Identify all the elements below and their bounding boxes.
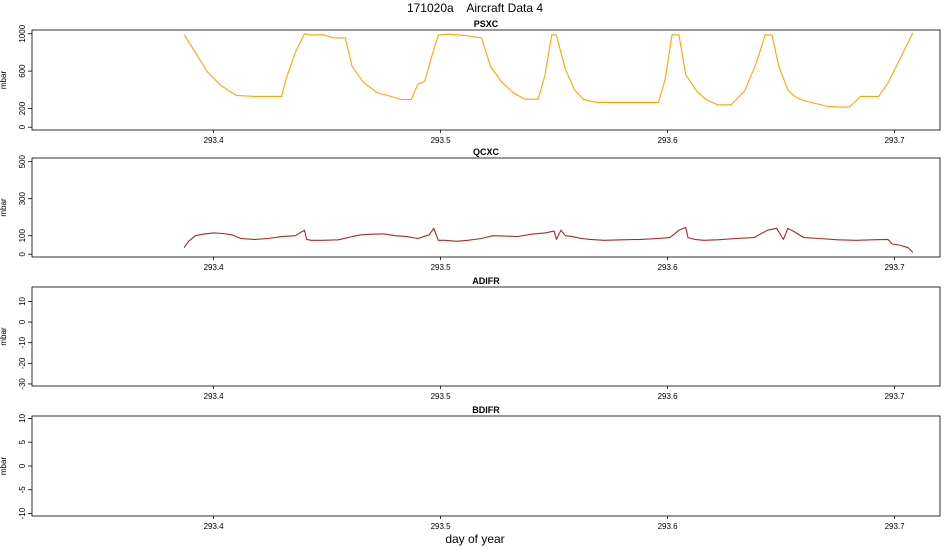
x-tick-label: 293.6 (658, 522, 679, 531)
x-tick-label: 293.5 (431, 522, 452, 531)
panel-title: BDIFR (472, 405, 500, 415)
panel-adifr: ADIFR mbar 293.4 293.5 293.6 293.7 -30 -20 -10 0 1… (0, 276, 941, 401)
x-tick-label: 293.4 (204, 136, 225, 145)
y-tick-label: 200 (18, 101, 27, 115)
x-tick-label: 293.6 (658, 263, 679, 272)
x-tick-label: 293.6 (658, 392, 679, 401)
figure-title: 171020a Aircraft Data 4 (407, 1, 543, 15)
panel-psxc: PSXC mbar 293.4 293.5 293.6 293.7 0 200 600 1000 (0, 19, 941, 145)
panel-title: ADIFR (472, 276, 500, 286)
y-tick-label: -5 (18, 486, 27, 494)
panel-title: QCXC (473, 147, 500, 157)
x-tick-label: 293.4 (204, 522, 225, 531)
y-tick-label: 0 (18, 251, 27, 256)
x-tick-label: 293.5 (431, 263, 452, 272)
y-axis-label: mbar (0, 457, 8, 476)
y-tick-label: 5 (18, 439, 27, 444)
series-line-qcxc (183, 226, 914, 253)
y-tick-label: -10 (18, 336, 27, 348)
y-tick-label: 600 (18, 64, 27, 78)
x-tick-label: 293.7 (885, 263, 906, 272)
y-tick-label: 10 (18, 296, 27, 305)
y-tick-label: 10 (18, 413, 27, 422)
plot-frame (31, 29, 941, 131)
y-tick-label: -30 (18, 378, 27, 390)
panel-qcxc: QCXC mbar 293.4 293.5 293.6 293.7 0 100 300 500 (0, 147, 941, 272)
x-tick-label: 293.4 (204, 392, 225, 401)
panel-title: PSXC (474, 19, 499, 29)
y-tick-label: 1000 (18, 24, 27, 42)
plot-frame (31, 157, 941, 258)
plot-frame (31, 415, 941, 517)
plot-frame (31, 286, 941, 387)
y-tick-label: 0 (18, 463, 27, 468)
x-tick-label: 293.5 (431, 136, 452, 145)
x-tick-label: 293.7 (885, 136, 906, 145)
x-tick-label: 293.6 (658, 136, 679, 145)
y-tick-label: 0 (18, 124, 27, 129)
series-line-psxc (183, 32, 914, 108)
y-tick-label: -20 (18, 357, 27, 369)
y-axis-label: mbar (0, 198, 8, 217)
x-axis-label: day of year (445, 532, 504, 546)
x-tick-label: 293.7 (885, 522, 906, 531)
y-tick-label: 300 (18, 191, 27, 205)
panel-bdifr: BDIFR mbar 293.4 293.5 293.6 293.7 -10 -5 0 5 10 (0, 405, 941, 531)
y-tick-label: -10 (18, 507, 27, 519)
y-axis-label: mbar (0, 71, 8, 90)
x-tick-label: 293.7 (885, 392, 906, 401)
y-tick-label: 100 (18, 229, 27, 243)
x-tick-label: 293.5 (431, 392, 452, 401)
x-tick-label: 293.4 (204, 263, 225, 272)
y-tick-label: 0 (18, 319, 27, 324)
y-tick-label: 500 (18, 154, 27, 168)
y-axis-label: mbar (0, 327, 8, 346)
